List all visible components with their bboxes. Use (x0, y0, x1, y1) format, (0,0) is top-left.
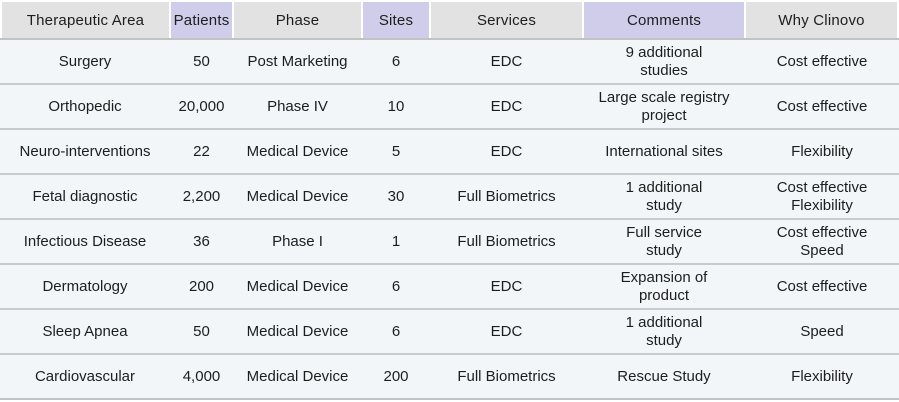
table-cell: Dermatology (42, 277, 128, 295)
table-cell: Infectious Disease (23, 232, 147, 250)
table-cell: EDC (490, 52, 523, 70)
table-cell: Fetal diagnostic (32, 187, 138, 205)
table-cell: Expansion of product (620, 268, 708, 304)
table-cell: Full Biometrics (457, 367, 556, 385)
table-cell: 1 additional study (625, 178, 703, 214)
table-cell: Flexibility (791, 367, 853, 385)
table-cell: Cost effective (776, 97, 868, 115)
table-cell: Cost effective Flexibility (776, 178, 868, 214)
column-header-therapeutic-area: Therapeutic Area (2, 2, 169, 38)
table-cell: 9 additional studies (625, 43, 703, 79)
table-cell: Full Biometrics (457, 232, 556, 250)
table-cell: Surgery (58, 52, 112, 70)
table-cell: EDC (490, 322, 523, 340)
table-cell: 5 (391, 142, 401, 160)
table-cell: 20,000 (178, 97, 225, 115)
table-cell: Cardiovascular (34, 367, 136, 385)
table-row-fetal-diagnostic: Fetal diagnostic 2,200 Medical Device 30… (0, 175, 899, 220)
column-header-sites: Sites (363, 2, 429, 38)
table-cell: Full Biometrics (457, 187, 556, 205)
column-header-services: Services (431, 2, 582, 38)
table-cell: 6 (391, 322, 401, 340)
table-cell: 200 (383, 367, 409, 385)
table-cell: 6 (391, 277, 401, 295)
table-cell: Medical Device (246, 187, 349, 205)
table-cell: Cost effective (776, 277, 868, 295)
table-cell: Phase IV (267, 97, 328, 115)
column-header-comments: Comments (584, 2, 744, 38)
table-cell: 22 (193, 142, 210, 160)
table-cell: Cost effective (776, 52, 868, 70)
table-cell: 1 additional study (625, 313, 703, 349)
table-row-surgery: Surgery 50 Post Marketing 6 EDC 9 additi… (0, 40, 899, 85)
table-row-orthopedic: Orthopedic 20,000 Phase IV 10 EDC Large … (0, 85, 899, 130)
table-cell: Cost effective Speed (776, 223, 868, 259)
column-header-phase: Phase (234, 2, 361, 38)
table-cell: 6 (391, 52, 401, 70)
table-cell: 36 (193, 232, 210, 250)
table-cell: 50 (193, 322, 210, 340)
table-cell: 1 (391, 232, 401, 250)
table-cell: Medical Device (246, 322, 349, 340)
table-cell: 50 (193, 52, 210, 70)
table-cell: EDC (490, 142, 523, 160)
table-cell: Full service study (626, 223, 702, 259)
table-cell: Medical Device (246, 142, 349, 160)
table-cell: 200 (188, 277, 215, 295)
table-cell: Flexibility (791, 142, 853, 160)
table-header-row: Therapeutic Area Patients Phase Sites Se… (0, 0, 899, 40)
table-cell: Medical Device (246, 277, 349, 295)
table-cell: EDC (490, 97, 523, 115)
table-cell: Phase I (272, 232, 323, 250)
table-cell: 10 (387, 97, 405, 115)
table-cell: 4,000 (182, 367, 221, 385)
table-row-infectious-disease: Infectious Disease 36 Phase I 1 Full Bio… (0, 220, 899, 265)
table-row-dermatology: Dermatology 200 Medical Device 6 EDC Exp… (0, 265, 899, 310)
table-cell: Rescue Study (617, 367, 711, 385)
table-cell: 30 (387, 187, 405, 205)
table-row-cardiovascular: Cardiovascular 4,000 Medical Device 200 … (0, 355, 899, 400)
table-row-neuro-interventions: Neuro-interventions 22 Medical Device 5 … (0, 130, 899, 175)
table-cell: 2,200 (182, 187, 221, 205)
table-cell: EDC (490, 277, 523, 295)
table-cell: Neuro-interventions (19, 142, 151, 160)
table-cell: Sleep Apnea (42, 322, 128, 340)
table-cell: Post Marketing (247, 52, 348, 70)
table-cell: Speed (800, 322, 844, 340)
table-cell: Medical Device (246, 367, 349, 385)
table-cell: Orthopedic (48, 97, 122, 115)
table-row-sleep-apnea: Sleep Apnea 50 Medical Device 6 EDC 1 ad… (0, 310, 899, 355)
table-cell: International sites (605, 142, 723, 160)
column-header-why-clinovo: Why Clinovo (746, 2, 897, 38)
column-header-patients: Patients (171, 2, 232, 38)
table-cell: Large scale registry project (598, 88, 730, 124)
